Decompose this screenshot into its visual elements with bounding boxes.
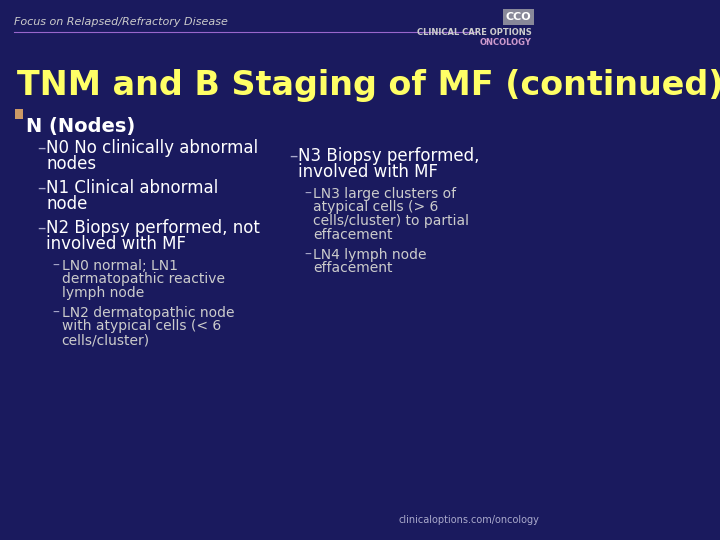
Text: LN3 large clusters of: LN3 large clusters of <box>313 187 456 201</box>
Text: atypical cells (> 6: atypical cells (> 6 <box>313 200 438 214</box>
Text: lymph node: lymph node <box>62 286 144 300</box>
Text: CCO: CCO <box>505 12 531 22</box>
Text: involved with MF: involved with MF <box>46 235 186 253</box>
Text: nodes: nodes <box>46 155 96 173</box>
Text: effacement: effacement <box>313 261 393 275</box>
Text: effacement: effacement <box>313 228 393 242</box>
Text: with atypical cells (< 6: with atypical cells (< 6 <box>62 319 221 333</box>
Text: N2 Biopsy performed, not: N2 Biopsy performed, not <box>46 219 260 237</box>
Text: –: – <box>53 306 59 320</box>
Text: –: – <box>37 179 45 197</box>
Text: –: – <box>37 139 45 157</box>
Text: dermatopathic reactive: dermatopathic reactive <box>62 272 225 286</box>
Text: cells/cluster) to partial: cells/cluster) to partial <box>313 214 469 228</box>
Text: N1 Clinical abnormal: N1 Clinical abnormal <box>46 179 218 197</box>
Text: ONCOLOGY: ONCOLOGY <box>480 38 531 47</box>
Text: N (Nodes): N (Nodes) <box>26 117 135 136</box>
Text: LN2 dermatopathic node: LN2 dermatopathic node <box>62 306 234 320</box>
Text: involved with MF: involved with MF <box>298 163 438 181</box>
Text: –: – <box>37 219 45 237</box>
FancyBboxPatch shape <box>15 109 23 119</box>
Text: N3 Biopsy performed,: N3 Biopsy performed, <box>298 147 480 165</box>
Text: –: – <box>53 259 59 273</box>
Text: node: node <box>46 195 88 213</box>
Text: Focus on Relapsed/Refractory Disease: Focus on Relapsed/Refractory Disease <box>14 17 228 27</box>
Text: clinicaloptions.com/oncology: clinicaloptions.com/oncology <box>398 515 539 525</box>
Text: cells/cluster): cells/cluster) <box>62 333 150 347</box>
Text: –: – <box>289 147 297 165</box>
Text: N0 No clinically abnormal: N0 No clinically abnormal <box>46 139 258 157</box>
Text: LN4 lymph node: LN4 lymph node <box>313 248 427 262</box>
Text: –: – <box>304 187 311 201</box>
Text: –: – <box>304 248 311 262</box>
Text: TNM and B Staging of MF (continued): TNM and B Staging of MF (continued) <box>17 69 720 102</box>
Text: CLINICAL CARE OPTIONS: CLINICAL CARE OPTIONS <box>417 28 531 37</box>
Text: LN0 normal; LN1: LN0 normal; LN1 <box>62 259 178 273</box>
